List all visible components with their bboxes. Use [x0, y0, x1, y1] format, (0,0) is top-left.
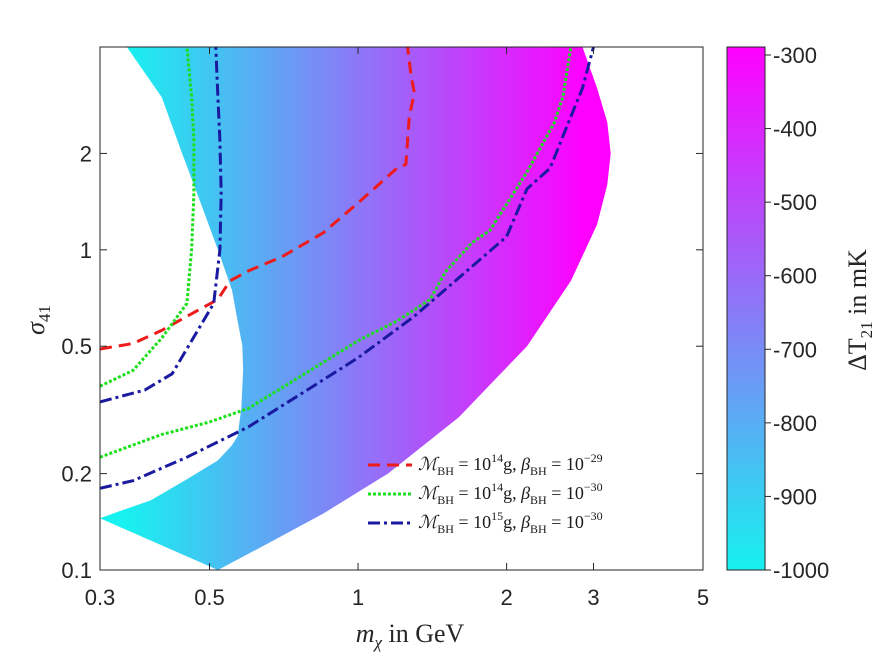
- colorbar-tick-label: -300: [773, 43, 817, 68]
- colorbar-tick-label: -500: [773, 190, 817, 215]
- x-tick-label: 5: [697, 585, 709, 610]
- colorbar-frame: [726, 46, 766, 571]
- axes-box: [99, 46, 704, 571]
- colorbar: [727, 47, 765, 570]
- legend-label-1: ℳBH = 1014g, βBH = 10−30: [418, 480, 603, 507]
- x-tick-label: 2: [500, 585, 512, 610]
- x-tick-label: 0.3: [85, 585, 116, 610]
- colorbar-tick-label: -1000: [773, 558, 829, 583]
- series-layer: [100, 47, 595, 490]
- y-tick-label: 0.2: [61, 462, 92, 487]
- colorbar-ticks: -300 -400 -500 -600 -700 -800 -900 -1000: [765, 43, 829, 583]
- series-line-0: [100, 47, 416, 351]
- y-tick-label: 0.1: [61, 558, 92, 583]
- y-tick-label: 0.5: [61, 334, 92, 359]
- series-line-1: [100, 47, 196, 388]
- colorbar-tick-label: -800: [773, 411, 817, 436]
- colorbar-tick-label: -900: [773, 484, 817, 509]
- x-tick-label: 1: [352, 585, 364, 610]
- colorbar-tick-label: -700: [773, 337, 817, 362]
- legend-label-2: ℳBH = 1015g, βBH = 10−30: [418, 509, 603, 536]
- y-axis-label: σ41: [21, 305, 54, 335]
- x-axis-label: mχ in GeV: [356, 619, 465, 652]
- colorbar-tick-label: -400: [773, 117, 817, 142]
- y-tick-label: 1: [80, 238, 92, 263]
- region-fill: [100, 47, 611, 570]
- y-tick-label: 2: [80, 141, 92, 166]
- legend-label-0: ℳBH = 1014g, βBH = 10−29: [418, 451, 603, 478]
- x-tick-label: 0.5: [194, 585, 225, 610]
- region-layer: [100, 47, 611, 570]
- colorbar-label: ΔT21 in mK: [843, 249, 875, 371]
- colorbar-tick-label: -600: [773, 264, 817, 289]
- ticks-layer: 0.3 0.5 1 2 3 5 0.1 0.2 0.5 1 2: [61, 47, 709, 610]
- x-tick-label: 3: [587, 585, 599, 610]
- series-line-3: [100, 47, 223, 404]
